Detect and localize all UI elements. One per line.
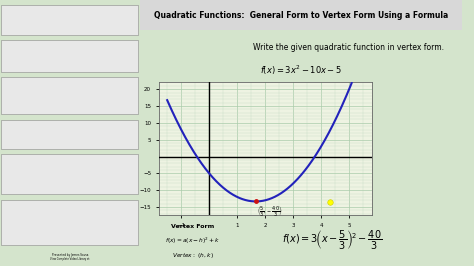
Bar <box>140 0 462 30</box>
Text: $f(x) = a(x - h)^2 + k$: $f(x) = a(x - h)^2 + k$ <box>165 236 221 246</box>
Bar <box>1 40 138 72</box>
Bar <box>1 77 138 114</box>
Text: Presented by James Sousa: Presented by James Sousa <box>52 253 88 257</box>
Bar <box>1 120 138 149</box>
Bar <box>1 5 138 35</box>
Text: $\left(\dfrac{5}{3}, -\dfrac{40}{3}\right)$: $\left(\dfrac{5}{3}, -\dfrac{40}{3}\righ… <box>257 204 283 218</box>
Text: $f(x) = 3x^2 - 10x - 5$: $f(x) = 3x^2 - 10x - 5$ <box>260 64 342 77</box>
Bar <box>1 200 138 245</box>
Text: $f(x) = 3\!\left(x - \dfrac{5}{3}\right)^{\!2} - \dfrac{40}{3}$: $f(x) = 3\!\left(x - \dfrac{5}{3}\right)… <box>282 229 382 252</box>
Text: $\it{Vertex:\ (h,k)}$: $\it{Vertex:\ (h,k)}$ <box>172 251 214 260</box>
Text: View Complete Video Library at: View Complete Video Library at <box>50 257 90 261</box>
Text: Write the given quadratic function in vertex form.: Write the given quadratic function in ve… <box>253 43 444 52</box>
Text: Vertex Form: Vertex Form <box>171 224 215 229</box>
Bar <box>1 154 138 194</box>
Text: Quadratic Functions:  General Form to Vertex Form Using a Formula: Quadratic Functions: General Form to Ver… <box>154 11 448 20</box>
